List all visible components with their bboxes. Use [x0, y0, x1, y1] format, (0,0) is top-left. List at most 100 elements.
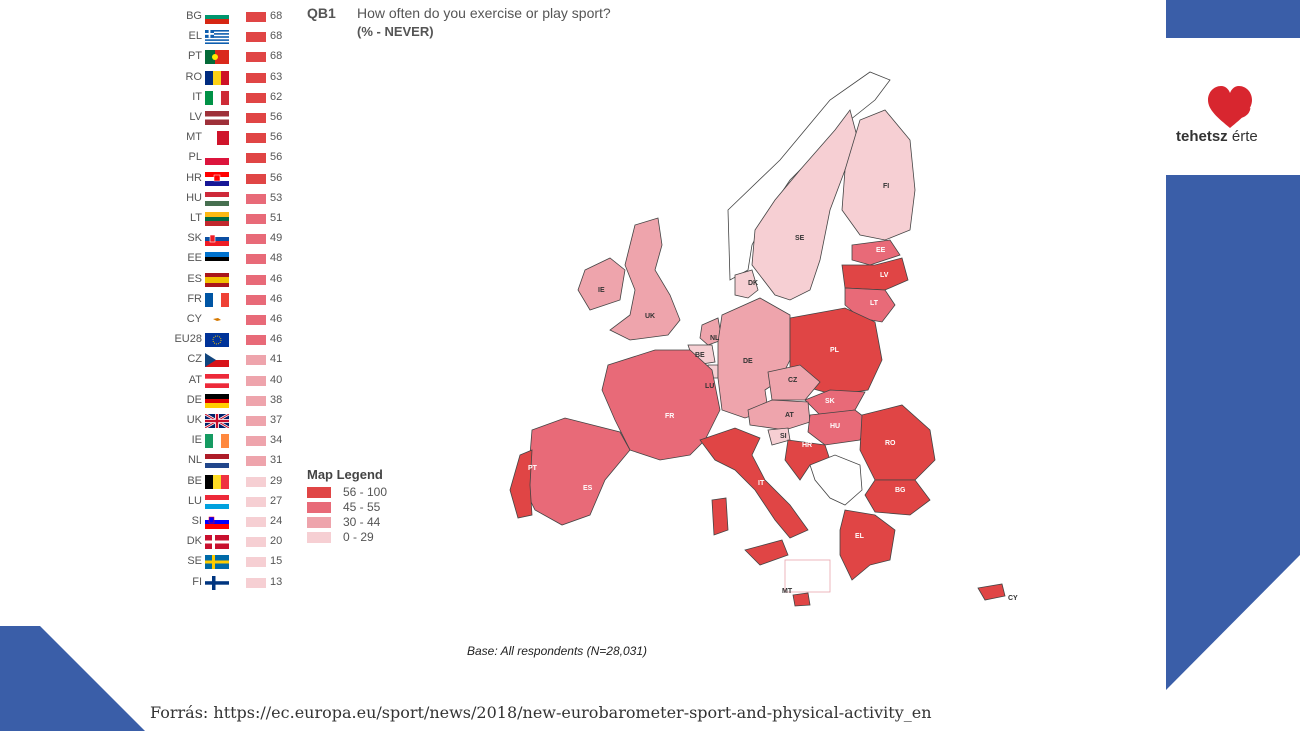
- map-label-es: ES: [583, 485, 593, 492]
- country-value: 24: [270, 515, 283, 527]
- country-value: 62: [270, 90, 283, 103]
- map-hu: [807, 409, 869, 446]
- map-sk: [804, 389, 866, 416]
- country-row-ro: RO 63: [168, 70, 298, 86]
- flag-it-icon: [205, 90, 229, 105]
- legend-swatch: [307, 532, 331, 543]
- map-label-ro: RO: [885, 440, 896, 447]
- map-legend-items: 56 - 100 45 - 55 30 - 44 0 - 29: [307, 485, 387, 545]
- flag-hu-icon: [205, 191, 229, 206]
- map-it-sardinia: [711, 497, 729, 536]
- country-value: 68: [270, 50, 283, 63]
- map-bg: [864, 479, 931, 516]
- map-label-si: SI: [780, 433, 787, 440]
- country-code: EU28: [174, 333, 202, 346]
- value-swatch: [246, 557, 266, 568]
- country-value: 68: [270, 10, 283, 22]
- map-label-bg: BG: [895, 487, 906, 494]
- legend-item: 30 - 44: [307, 515, 383, 530]
- country-value: 56: [270, 111, 283, 123]
- country-row-de: DE 38: [168, 393, 298, 409]
- map-label-se: SE: [795, 235, 805, 242]
- flag-ro-icon: [205, 70, 229, 85]
- value-swatch: [246, 92, 266, 103]
- map-label-lv: LV: [880, 272, 889, 279]
- map-label-ie: IE: [598, 287, 605, 294]
- flag-be-icon: [205, 474, 229, 489]
- map-dk: [734, 269, 759, 299]
- map-fr: [601, 349, 721, 461]
- flag-lv-icon: [205, 111, 229, 125]
- value-swatch: [246, 496, 266, 507]
- flag-se-icon: [205, 555, 229, 570]
- country-row-pt: PT 68: [168, 49, 298, 65]
- value-swatch: [246, 476, 266, 487]
- country-row-cz: CZ 41: [168, 352, 298, 368]
- value-swatch: [246, 315, 266, 325]
- country-value: 53: [270, 191, 283, 204]
- flag-mt-icon: [205, 131, 229, 146]
- country-row-hr: HR 56: [168, 171, 298, 187]
- map-si: [767, 427, 791, 446]
- map-label-be: BE: [695, 352, 705, 359]
- country-row-uk: UK 37: [168, 413, 298, 429]
- country-code: IE: [191, 434, 202, 447]
- country-code: LT: [189, 212, 202, 224]
- country-value: 56: [270, 151, 283, 164]
- country-value: 46: [270, 292, 283, 305]
- legend-item: 56 - 100: [307, 485, 387, 500]
- map-legend: Map Legend 56 - 100 45 - 55 30 - 44 0 - 29: [307, 467, 387, 545]
- country-code: RO: [185, 70, 203, 83]
- country-code: DK: [186, 535, 202, 548]
- bottom-left-blue-shape: [0, 626, 145, 731]
- country-value: 41: [270, 353, 283, 366]
- country-code: EL: [188, 30, 202, 43]
- flag-es-icon: [205, 272, 229, 287]
- country-code: FI: [192, 575, 202, 588]
- country-value: 68: [270, 30, 283, 43]
- flag-ie-icon: [205, 434, 229, 449]
- value-swatch: [246, 375, 266, 386]
- value-swatch: [246, 436, 266, 447]
- country-row-eu28: EU28 46: [168, 332, 298, 348]
- map-pt: [509, 449, 533, 519]
- country-value: 46: [270, 272, 283, 285]
- country-code: FR: [187, 292, 202, 305]
- map-label-dk: DK: [748, 280, 758, 287]
- country-value: 48: [270, 252, 283, 265]
- country-code: AT: [188, 373, 202, 386]
- question-code: QB1: [307, 5, 336, 21]
- map-ee: [851, 239, 901, 266]
- flag-lt-icon: [205, 212, 229, 226]
- country-row-es: ES 46: [168, 272, 298, 288]
- map-label-fi: FI: [883, 183, 889, 190]
- country-row-nl: NL 31: [168, 453, 298, 469]
- country-row-pl: PL 56: [168, 150, 298, 166]
- map-cy: [977, 583, 1006, 601]
- map-nl: [699, 317, 723, 346]
- value-swatch: [246, 32, 266, 43]
- flag-uk-icon: [205, 414, 229, 428]
- legend-item: 45 - 55: [307, 500, 383, 515]
- country-row-sk: SK 49: [168, 231, 298, 247]
- map-label-de: DE: [743, 358, 753, 365]
- country-value: 46: [270, 333, 283, 346]
- value-swatch: [246, 274, 266, 285]
- map-mt: [792, 592, 811, 607]
- country-value: 49: [270, 232, 283, 245]
- country-row-fr: FR 46: [168, 292, 298, 308]
- value-swatch: [246, 517, 266, 527]
- country-code: PL: [188, 151, 202, 164]
- question-subtitle: (% - NEVER): [357, 24, 434, 39]
- flag-el-icon: [205, 30, 229, 45]
- country-row-be: BE 29: [168, 474, 298, 490]
- legend-label: 30 - 44: [343, 515, 381, 529]
- flag-de-icon: [205, 393, 229, 408]
- flag-at-icon: [205, 373, 229, 388]
- map-label-fr: FR: [665, 413, 674, 420]
- country-code: DE: [186, 393, 202, 406]
- country-row-lu: LU 27: [168, 494, 298, 510]
- country-row-bg: BG 68: [168, 9, 298, 25]
- europe-choropleth-map: FI SE EE LV LT IE UK DK NL BE DE PL LU CZ FR SK AT HU SI HR…: [509, 71, 1018, 607]
- map-label-sk: SK: [825, 398, 835, 405]
